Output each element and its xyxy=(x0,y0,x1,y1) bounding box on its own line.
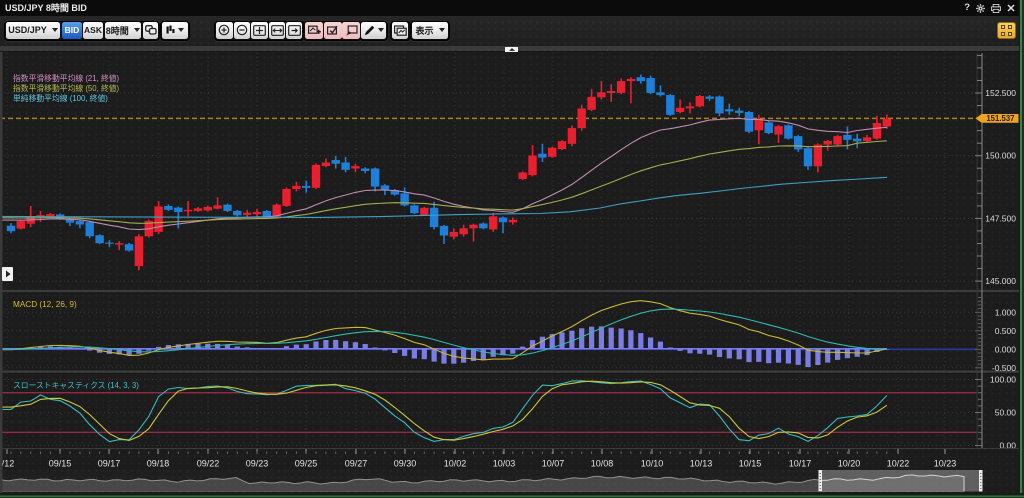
svg-text:10/02: 10/02 xyxy=(444,459,467,469)
svg-text:09/25: 09/25 xyxy=(295,459,318,469)
svg-text:100.00: 100.00 xyxy=(990,375,1016,385)
svg-text:0.00: 0.00 xyxy=(999,441,1016,451)
svg-text:10/08: 10/08 xyxy=(591,459,614,469)
svg-text:152.500: 152.500 xyxy=(985,88,1016,98)
svg-text:09/30: 09/30 xyxy=(394,459,417,469)
svg-text:09/18: 09/18 xyxy=(147,459,170,469)
svg-text:10/03: 10/03 xyxy=(493,459,516,469)
svg-text:スローストキャスティクス (14, 3, 3): スローストキャスティクス (14, 3, 3) xyxy=(13,381,139,390)
svg-text:10/07: 10/07 xyxy=(542,459,565,469)
svg-text:10/20: 10/20 xyxy=(838,459,861,469)
svg-text:0.000: 0.000 xyxy=(995,344,1017,354)
svg-text:10/22: 10/22 xyxy=(887,459,910,469)
svg-text:-0.500: -0.500 xyxy=(992,363,1016,373)
svg-text:指数平滑移動平均線 (21, 終値): 指数平滑移動平均線 (21, 終値) xyxy=(13,73,120,83)
svg-text:MACD (12, 26, 9): MACD (12, 26, 9) xyxy=(13,300,77,309)
svg-text:150.000: 150.000 xyxy=(985,151,1016,161)
svg-text:151.537: 151.537 xyxy=(986,114,1014,123)
svg-text:10/15: 10/15 xyxy=(739,459,762,469)
svg-text:09/23: 09/23 xyxy=(246,459,269,469)
svg-text:145.000: 145.000 xyxy=(985,276,1016,286)
svg-text:147.500: 147.500 xyxy=(985,213,1016,223)
svg-text:10/13: 10/13 xyxy=(690,459,713,469)
svg-text:09/27: 09/27 xyxy=(345,459,368,469)
svg-text:10/17: 10/17 xyxy=(789,459,812,469)
svg-text:09/12: 09/12 xyxy=(0,459,14,469)
svg-text:単純移動平均線 (100, 終値): 単純移動平均線 (100, 終値) xyxy=(13,93,108,103)
svg-text:09/15: 09/15 xyxy=(49,459,72,469)
svg-text:09/17: 09/17 xyxy=(98,459,121,469)
svg-text:10/23: 10/23 xyxy=(934,459,957,469)
svg-text:指数平滑移動平均線 (50, 終値): 指数平滑移動平均線 (50, 終値) xyxy=(13,83,120,93)
svg-text:1.000: 1.000 xyxy=(995,307,1017,317)
svg-text:0.500: 0.500 xyxy=(995,326,1017,336)
svg-text:50.00: 50.00 xyxy=(995,408,1017,418)
svg-text:10/10: 10/10 xyxy=(641,459,664,469)
svg-text:09/22: 09/22 xyxy=(197,459,220,469)
